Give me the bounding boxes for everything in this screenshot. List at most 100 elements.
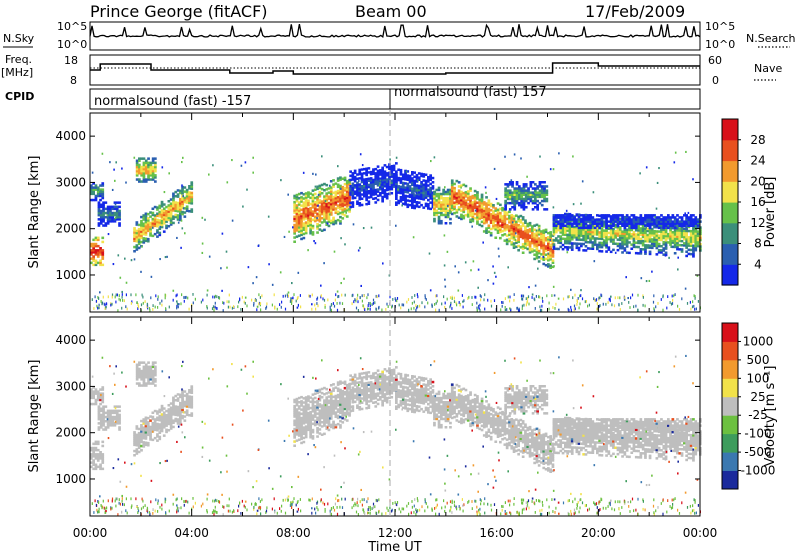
- power-cell: [542, 231, 546, 234]
- power-cell: [669, 226, 672, 230]
- power-cell: [650, 232, 654, 235]
- power-cell: [313, 209, 317, 212]
- power-cell: [589, 224, 592, 227]
- velocity-cell: [151, 428, 155, 431]
- power-cell: [632, 216, 636, 219]
- power-cell: [302, 205, 306, 209]
- power-cell: [115, 213, 119, 217]
- velocity-cell: [323, 409, 326, 413]
- power-cell: [442, 197, 445, 200]
- power-cell: [179, 202, 182, 205]
- power-cell: [628, 232, 631, 236]
- power-cell: [355, 306, 358, 310]
- power-cell: [286, 293, 288, 297]
- power-cell: [300, 191, 303, 195]
- velocity-cell: [140, 384, 143, 387]
- power-cell: [313, 205, 317, 208]
- power-cell: [624, 296, 626, 300]
- power-cell: [365, 169, 368, 173]
- power-cell: [592, 191, 595, 194]
- velocity-cell: [293, 409, 296, 412]
- power-cell: [534, 197, 537, 201]
- power-cell: [457, 271, 460, 274]
- power-cell: [673, 229, 677, 232]
- power-cell: [685, 240, 688, 243]
- velocity-cell: [99, 402, 102, 406]
- power-cell: [374, 182, 378, 185]
- velocity-cell: [162, 407, 166, 410]
- power-cell: [650, 227, 654, 231]
- power-cell: [489, 215, 493, 218]
- power-cell: [513, 153, 516, 156]
- power-cell: [609, 233, 613, 237]
- power-cell: [339, 197, 342, 200]
- power-cell: [130, 302, 132, 305]
- power-cell: [351, 184, 355, 187]
- power-cell: [692, 300, 694, 304]
- power-cell: [332, 222, 335, 226]
- power-cell: [385, 184, 389, 187]
- power-cell: [417, 172, 421, 175]
- velocity-cell: [149, 376, 153, 379]
- power-cell: [293, 219, 296, 223]
- velocity-cell: [297, 405, 301, 408]
- power-cell: [417, 184, 421, 188]
- power-cell: [537, 256, 541, 259]
- power-cell: [329, 209, 333, 212]
- power-cell: [297, 207, 301, 210]
- power-cell: [118, 294, 120, 297]
- power-cell: [479, 294, 481, 297]
- power-cell: [332, 179, 335, 182]
- velocity-cell: [300, 412, 303, 416]
- velocity-cell: [149, 419, 152, 422]
- velocity-cell: [332, 406, 335, 409]
- power-cell: [413, 196, 416, 199]
- velocity-cell: [329, 390, 333, 393]
- power-cell: [365, 186, 368, 189]
- power-cell: [395, 178, 398, 181]
- power-cell: [607, 220, 611, 223]
- velocity-cell: [135, 365, 139, 369]
- power-cell: [151, 207, 155, 210]
- power-cell: [179, 200, 182, 203]
- power-cell: [612, 214, 615, 217]
- power-cell: [487, 224, 491, 227]
- power-cell: [568, 216, 572, 219]
- power-cell: [282, 294, 284, 298]
- power-cell: [302, 197, 306, 200]
- power-cell: [509, 299, 511, 303]
- power-cell: [582, 236, 585, 240]
- power-cell: [281, 300, 283, 304]
- power-cell: [513, 191, 517, 194]
- power-cell: [442, 209, 445, 212]
- power-cell: [140, 232, 143, 235]
- power-cell: [348, 197, 351, 201]
- velocity-cell: [325, 400, 329, 403]
- velocity-cell: [90, 455, 93, 458]
- power-cell: [287, 193, 289, 196]
- power-cell: [669, 243, 672, 246]
- power-cell: [147, 169, 150, 173]
- power-cell: [683, 233, 686, 237]
- power-cell: [669, 241, 672, 244]
- power-cell: [487, 203, 491, 207]
- power-cell: [179, 212, 182, 215]
- power-cell: [612, 242, 615, 245]
- velocity-cell: [325, 392, 329, 395]
- power-cell: [395, 170, 398, 173]
- velocity-cell: [181, 406, 184, 409]
- power-cell: [351, 302, 353, 306]
- power-cell: [506, 195, 510, 199]
- power-cell: [533, 249, 536, 252]
- power-cell: [503, 224, 507, 228]
- power-cell: [510, 214, 514, 217]
- power-cell: [273, 293, 275, 297]
- power-cell: [323, 218, 326, 221]
- power-cell: [167, 206, 171, 209]
- power-cell: [345, 194, 349, 197]
- power-cell: [188, 187, 191, 190]
- power-cell: [443, 295, 445, 299]
- power-cell: [349, 201, 352, 205]
- power-cell: [609, 240, 613, 243]
- power-cell: [444, 203, 448, 206]
